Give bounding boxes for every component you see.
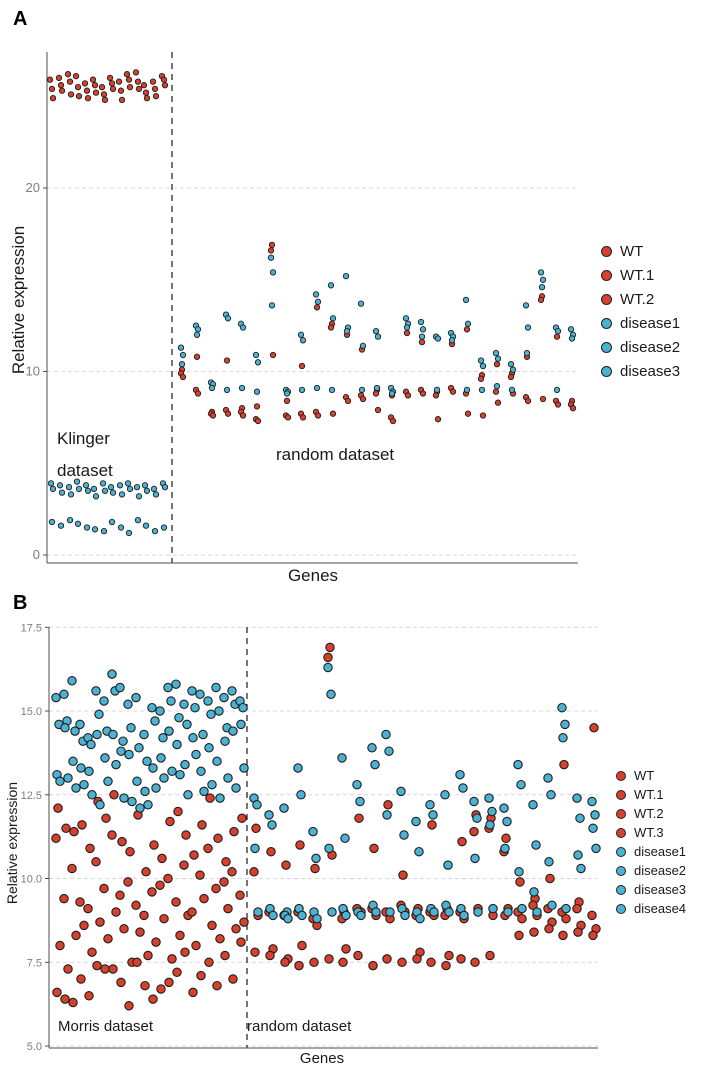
legend-item-WT: WT — [601, 239, 680, 263]
y-tick-label: 20 — [26, 180, 40, 195]
legend-dot-icon — [601, 317, 612, 329]
legend-item-disease4: disease4 — [616, 899, 686, 918]
legend-dot-icon — [616, 884, 626, 895]
legend-label: WT.1 — [620, 266, 655, 284]
legend-label: disease3 — [634, 882, 687, 897]
legend-dot-icon — [616, 846, 626, 857]
legend-label: disease1 — [634, 844, 687, 859]
legend-item-WT.2: WT.2 — [601, 287, 680, 311]
legend-item-WT: WT — [616, 766, 686, 785]
y-tick-label: 12.5 — [21, 790, 42, 802]
legend-item-disease1: disease1 — [601, 311, 680, 335]
legend-item-WT.3: WT.3 — [616, 823, 686, 842]
panel-a-label: A — [13, 8, 28, 30]
legend-item-WT.2: WT.2 — [616, 804, 686, 823]
legend-label: WT — [620, 242, 644, 260]
panel-a-annotation-random-dataset: random dataset — [276, 445, 395, 464]
legend-label: disease1 — [620, 314, 681, 332]
legend-item-disease3: disease3 — [601, 359, 680, 383]
panel-a-legend: WT WT.1 WT.2 disease1 disease2 disease3 — [601, 239, 680, 383]
legend-dot-icon — [616, 789, 626, 800]
legend-item-WT.1: WT.1 — [601, 263, 680, 287]
legend-dot-icon — [616, 865, 626, 876]
panel-b-y-axis-title: Relative expression — [4, 781, 20, 905]
y-tick-label: 15.0 — [21, 706, 42, 718]
legend-item-WT.1: WT.1 — [616, 785, 686, 804]
legend-label: disease2 — [620, 338, 681, 356]
points-disease — [47, 254, 577, 537]
legend-label: WT — [634, 768, 655, 783]
legend-label: WT.3 — [634, 825, 664, 840]
legend-label: WT.2 — [620, 290, 655, 308]
legend-dot-icon — [601, 245, 612, 257]
legend-dot-icon — [616, 808, 626, 819]
legend-dot-icon — [616, 827, 626, 838]
legend-dot-icon — [601, 341, 612, 353]
y-tick-label: 10 — [26, 364, 40, 379]
panel-b-legend: WT WT.1 WT.2 WT.3 disease1 disease2 disease3 di… — [616, 766, 686, 918]
legend-item-disease1: disease1 — [616, 842, 686, 861]
legend-dot-icon — [601, 293, 612, 305]
y-tick-label: 7.5 — [27, 957, 42, 969]
panel-b-annotation-morris-dataset: Morris dataset — [58, 1018, 154, 1035]
y-tick-label: 17.5 — [21, 622, 42, 634]
panel-b-annotation-random-dataset: random dataset — [247, 1018, 352, 1035]
panel-a-annotation-klinger-dataset: Klinger dataset — [57, 429, 113, 480]
legend-dot-icon — [616, 903, 626, 914]
points-disease — [51, 662, 601, 924]
legend-dot-icon — [601, 269, 612, 281]
y-tick-label: 0 — [33, 547, 40, 562]
panel-b-x-axis-title: Genes — [299, 1050, 345, 1067]
legend-dot-icon — [616, 770, 626, 781]
legend-item-disease2: disease2 — [601, 335, 680, 359]
legend-label: disease2 — [634, 863, 687, 878]
legend-label: WT.2 — [634, 806, 664, 821]
legend-label: disease4 — [634, 901, 687, 916]
legend-label: disease3 — [620, 362, 681, 380]
panel-a-y-axis-title: Relative expression — [9, 225, 28, 375]
panel-a-x-axis-title: Genes — [287, 566, 339, 585]
legend-item-disease2: disease2 — [616, 861, 686, 880]
panel-b-label: B — [13, 592, 28, 614]
legend-item-disease3: disease3 — [616, 880, 686, 899]
legend-label: WT.1 — [634, 787, 664, 802]
legend-dot-icon — [601, 365, 612, 377]
y-tick-label: 10.0 — [21, 874, 42, 886]
y-tick-label: 5.0 — [27, 1041, 42, 1053]
